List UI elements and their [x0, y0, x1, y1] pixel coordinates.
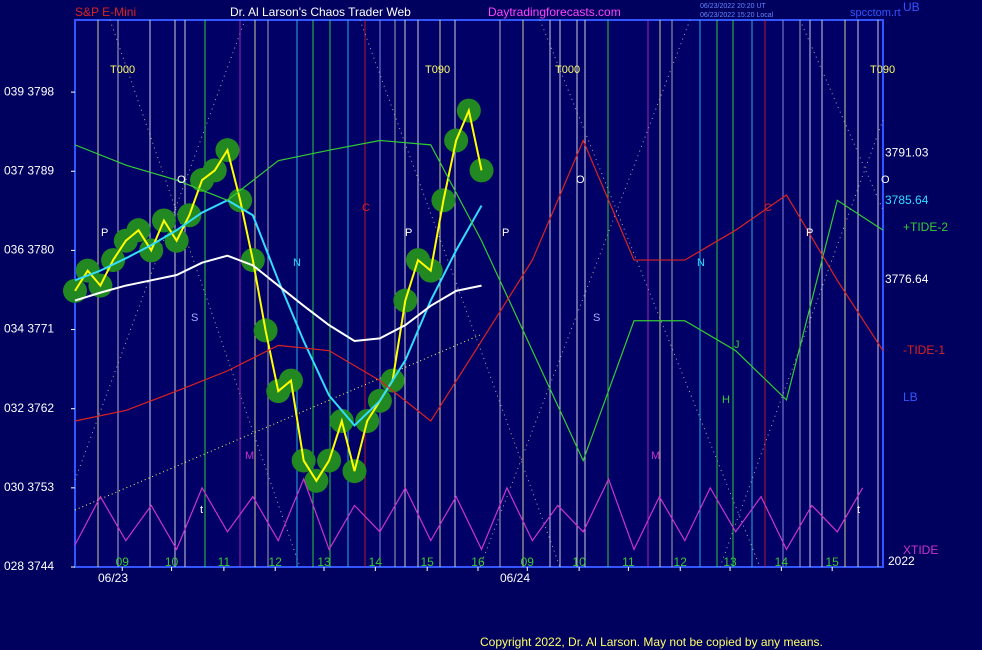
date-label: 06/24: [500, 571, 530, 585]
x-tick-label: 09: [521, 555, 535, 569]
annotation: S: [593, 312, 600, 324]
x-tick-label: 14: [775, 555, 789, 569]
series-line: [74, 477, 864, 551]
stamp: 06/23/2022 15:20 Local: [700, 12, 774, 19]
annotation: J: [734, 339, 740, 351]
annotation: M: [245, 450, 254, 462]
y-tick-label: 032 3762: [4, 401, 54, 415]
y-tick-label: 034 3771: [4, 322, 54, 336]
legend-entry: XTIDE: [903, 543, 938, 557]
year: 2022: [888, 554, 915, 568]
annotation: P: [806, 227, 813, 239]
annotation: H: [722, 394, 730, 406]
x-tick-label: 14: [369, 555, 383, 569]
x-tick-label: 15: [420, 555, 434, 569]
value-label: 3776.64: [885, 272, 929, 286]
plot-area: [74, 19, 884, 568]
y-tick-label: 028 3744: [4, 559, 54, 573]
series-line: [74, 107, 483, 483]
series-line: [74, 139, 884, 463]
x-tick-label: 13: [317, 555, 331, 569]
site: Daytradingforecasts.com: [488, 5, 621, 19]
annotation: P: [405, 227, 412, 239]
annotation: T000: [555, 64, 580, 76]
annotation: C: [362, 202, 370, 214]
annotation: N: [697, 257, 705, 269]
annotation: O: [881, 174, 890, 186]
x-tick-label: 10: [572, 555, 586, 569]
y-tick-label: 039 3798: [4, 84, 54, 98]
band-label: UB: [903, 0, 920, 14]
chart-title: Dr. Al Larson's Chaos Trader Web: [230, 5, 411, 19]
x-tick-label: 11: [218, 555, 231, 569]
x-tick-label: 11: [622, 555, 635, 569]
series-line: [74, 254, 482, 343]
legend-entry: -TIDE-1: [903, 343, 945, 357]
series-line: [74, 138, 884, 422]
y-tick-label: 036 3780: [4, 243, 54, 257]
x-tick-label: 13: [723, 555, 737, 569]
x-tick-label: 10: [165, 555, 179, 569]
annotation: S: [191, 312, 198, 324]
series-line: [74, 199, 483, 427]
date-label: 06/23: [98, 571, 128, 585]
x-tick-label: 09: [116, 555, 130, 569]
value-label: 3785.64: [885, 193, 929, 207]
annotation: C: [764, 202, 772, 214]
annotation: t: [857, 504, 860, 516]
annotation: t: [200, 504, 203, 516]
legend-entry: +TIDE-2: [903, 220, 948, 234]
stamp: 06/23/2022 20:20 UT: [700, 3, 766, 10]
annotation: P: [502, 227, 509, 239]
corner: spcctom.rt: [850, 7, 901, 19]
x-tick-label: 12: [269, 555, 283, 569]
x-tick-label: 12: [674, 555, 688, 569]
annotation: T000: [110, 64, 135, 76]
x-tick-label: 16: [471, 555, 485, 569]
instrument: S&P E-Mini: [75, 5, 136, 19]
value-label: 3791.03: [885, 146, 929, 160]
annotation: T090: [870, 64, 895, 76]
annotation: O: [177, 174, 186, 186]
annotation: N: [293, 257, 301, 269]
annotation: M: [651, 450, 660, 462]
band-label: LB: [903, 390, 918, 404]
annotation: T090: [425, 64, 450, 76]
y-tick-label: 037 3789: [4, 163, 54, 177]
y-tick-label: 030 3753: [4, 480, 54, 494]
x-tick-label: 15: [826, 555, 840, 569]
annotation: O: [576, 174, 585, 186]
trendline: [74, 334, 481, 511]
annotation: P: [101, 227, 108, 239]
copyright: Copyright 2022, Dr. Al Larson. May not b…: [480, 635, 823, 649]
